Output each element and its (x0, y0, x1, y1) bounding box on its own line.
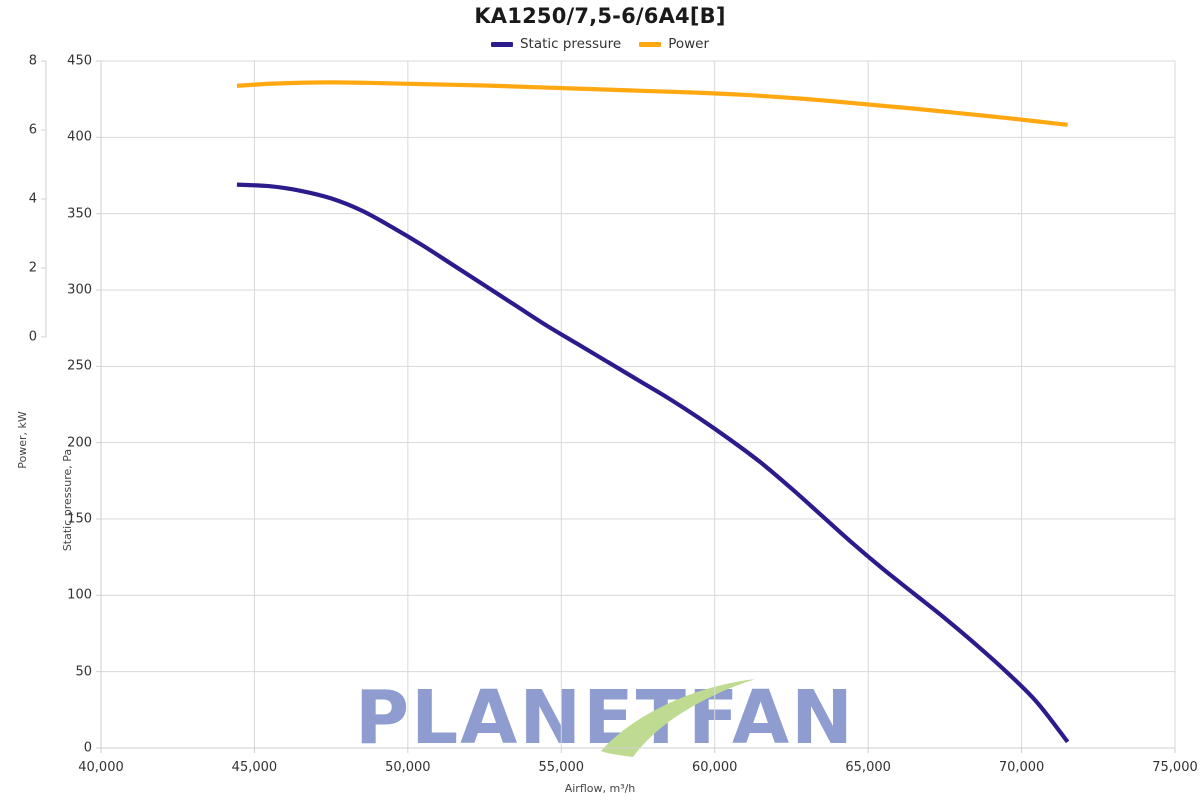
y-axis-label-static-pressure: Static pressure, Pa (61, 448, 74, 552)
x-tick-45000: 45,000 (231, 760, 278, 775)
x-tick-60000: 60,000 (691, 760, 738, 775)
x-tick-40000: 40,000 (78, 760, 124, 775)
y-tick-pressure-100: 100 (67, 587, 92, 603)
y-tick-power-2: 2 (28, 260, 37, 276)
chart-legend: Static pressure Power (0, 36, 1200, 52)
y-tick-power-6: 6 (28, 122, 37, 138)
x-tick-70000: 70,000 (998, 760, 1045, 775)
page-title: KA1250/7,5-6/6A4[B] (474, 4, 726, 28)
y-tick-power-0: 0 (28, 329, 37, 345)
x-axis-label: Airflow, m³/h (564, 782, 636, 795)
y-tick-power-4: 4 (28, 191, 37, 207)
x-tick-50000: 50,000 (385, 760, 431, 775)
gridlines (100, 60, 1176, 749)
series-line-power (236, 80, 1068, 127)
y-tick-pressure-200: 200 (67, 435, 92, 451)
series-line-static-pressure (236, 182, 1070, 744)
y-tick-pressure-150: 150 (67, 511, 92, 527)
legend-swatch-static-pressure (490, 41, 513, 47)
y-tick-pressure-400: 400 (67, 129, 92, 145)
y-tick-pressure-50: 50 (75, 664, 92, 680)
x-tick-55000: 55,000 (538, 760, 585, 775)
y-tick-pressure-450: 450 (67, 53, 92, 69)
x-tick-75000: 75,000 (1152, 760, 1198, 775)
y-tick-pressure-300: 300 (67, 282, 92, 298)
y-tick-pressure-350: 350 (67, 206, 92, 222)
legend-label-power: Power (668, 36, 710, 52)
legend-item-power[interactable]: Power (639, 36, 709, 52)
legend-label-static-pressure: Static pressure (519, 36, 622, 52)
y-tick-pressure-0: 0 (83, 740, 92, 756)
x-tick-65000: 65,000 (845, 760, 891, 775)
legend-swatch-power (639, 41, 662, 47)
legend-item-static-pressure[interactable]: Static pressure (490, 36, 622, 52)
series-lines (236, 80, 1070, 744)
y-tick-power-8: 8 (28, 53, 37, 69)
y-axis-label-power: Power, kW (16, 411, 29, 469)
axis-lines (41, 60, 1176, 753)
y-tick-pressure-250: 250 (67, 358, 92, 374)
